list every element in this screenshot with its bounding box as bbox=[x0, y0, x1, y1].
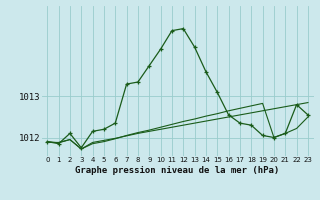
X-axis label: Graphe pression niveau de la mer (hPa): Graphe pression niveau de la mer (hPa) bbox=[76, 166, 280, 175]
